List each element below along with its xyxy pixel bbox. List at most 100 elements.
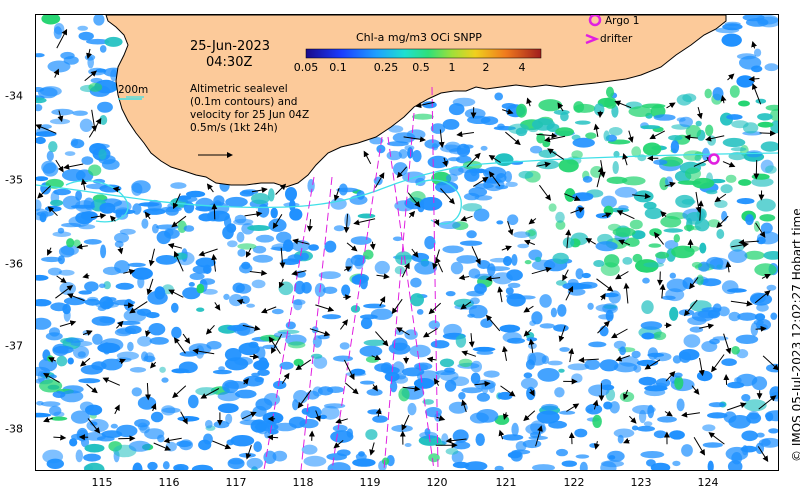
chlorophyll-patch — [673, 372, 683, 378]
chlorophyll-patch — [736, 198, 755, 205]
chlorophyll-patch — [147, 199, 162, 212]
chlorophyll-patch — [507, 214, 519, 225]
chlorophyll-patch — [333, 225, 345, 232]
chlorophyll-patch — [679, 351, 691, 363]
chlorophyll-patch — [613, 362, 638, 373]
velocity-arrow — [80, 357, 91, 367]
chlorophyll-patch — [642, 277, 650, 284]
chlorophyll-patch — [555, 127, 574, 137]
velocity-arrow — [596, 278, 614, 292]
velocity-arrow — [473, 176, 489, 187]
velocity-arrow — [611, 328, 628, 339]
chlorophyll-patch — [720, 184, 733, 194]
chlorophyll-patch — [517, 243, 529, 249]
chlorophyll-patch — [459, 240, 483, 246]
chlorophyll-patch — [98, 149, 107, 160]
chlorophyll-patch — [100, 244, 107, 259]
chlorophyll-patch — [225, 196, 248, 208]
chlorophyll-patch — [723, 411, 737, 423]
colorbar — [305, 48, 542, 59]
velocity-arrow — [281, 372, 290, 384]
chlorophyll-patch — [182, 287, 201, 300]
velocity-arrow — [206, 183, 214, 193]
velocity-arrow — [260, 306, 277, 314]
chlorophyll-patch — [593, 260, 605, 267]
chlorophyll-patch — [646, 459, 656, 467]
chlorophyll-patch — [77, 351, 86, 358]
chlorophyll-patch — [468, 268, 481, 279]
velocity-arrow — [153, 442, 172, 451]
chlorophyll-patch — [189, 272, 205, 280]
chlorophyll-patch — [119, 228, 136, 235]
chlorophyll-patch — [358, 451, 365, 457]
velocity-arrow — [693, 436, 706, 456]
chlorophyll-patch — [131, 182, 143, 196]
velocity-arrow — [460, 215, 473, 222]
velocity-arrow — [761, 273, 771, 280]
chlorophyll-patch — [196, 283, 205, 294]
map-frame[interactable]: 25-Jun-2023 04:30Z Chl-a mg/m3 OCi SNPP … — [35, 14, 779, 471]
velocity-arrow — [683, 299, 698, 317]
velocity-arrow — [251, 187, 268, 194]
chlorophyll-patch — [251, 193, 270, 205]
chlorophyll-patch — [131, 387, 142, 397]
velocity-arrow — [689, 277, 699, 290]
chlorophyll-patch — [149, 337, 169, 345]
chlorophyll-patch — [525, 423, 547, 435]
chlorophyll-patch — [239, 419, 263, 426]
chlorophyll-patch — [257, 203, 270, 218]
chlorophyll-patch — [744, 250, 765, 260]
chlorophyll-patch — [287, 341, 306, 349]
chlorophyll-patch — [468, 168, 488, 174]
chlorophyll-patch — [273, 422, 297, 432]
velocity-arrow — [602, 212, 612, 219]
velocity-arrow — [76, 243, 88, 250]
chlorophyll-patch — [217, 403, 239, 413]
chlorophyll-patch — [585, 403, 603, 415]
chlorophyll-patch — [585, 132, 597, 139]
velocity-arrow — [711, 354, 725, 373]
chlorophyll-patch — [470, 372, 481, 385]
velocity-arrow — [488, 171, 501, 187]
velocity-arrow — [343, 266, 352, 272]
velocity-arrow — [53, 434, 67, 441]
velocity-arrow — [306, 219, 313, 232]
chlorophyll-patch — [212, 369, 232, 375]
argo-float-marker[interactable] — [708, 153, 720, 165]
velocity-arrow — [759, 130, 776, 137]
velocity-arrow — [442, 157, 448, 168]
chlorophyll-patch — [731, 346, 740, 355]
chlorophyll-patch — [578, 281, 598, 289]
chlorophyll-patch — [92, 143, 110, 149]
velocity-arrow — [698, 358, 705, 377]
chlorophyll-patch — [721, 33, 742, 47]
velocity-arrow — [182, 333, 191, 345]
chlorophyll-patch — [506, 269, 523, 281]
chlorophyll-patch — [598, 314, 614, 320]
chlorophyll-patch — [226, 439, 235, 446]
velocity-arrow — [762, 355, 778, 371]
chlorophyll-patch — [538, 99, 563, 112]
velocity-arrow — [171, 215, 187, 228]
chlorophyll-patch — [319, 414, 328, 420]
chlorophyll-patch — [81, 156, 94, 165]
velocity-arrow — [725, 261, 732, 273]
chlorophyll-patch — [77, 25, 88, 31]
velocity-arrow — [379, 296, 386, 307]
velocity-arrow — [82, 330, 93, 336]
map-time: 04:30Z — [206, 55, 253, 70]
chlorophyll-patch — [751, 173, 770, 180]
chlorophyll-patch — [756, 303, 769, 312]
chlorophyll-patch — [285, 321, 296, 330]
chlorophyll-patch — [200, 278, 216, 285]
chlorophyll-patch — [657, 416, 677, 423]
map-canvas[interactable] — [36, 15, 778, 470]
chlorophyll-patch — [36, 299, 52, 307]
chlorophyll-patch — [506, 293, 523, 300]
chlorophyll-patch — [225, 413, 233, 425]
chlorophyll-patch — [301, 408, 310, 415]
chlorophyll-patch — [572, 137, 595, 148]
chlorophyll-patch — [150, 411, 164, 423]
velocity-arrow — [408, 210, 416, 218]
chlorophyll-patch — [299, 418, 319, 429]
